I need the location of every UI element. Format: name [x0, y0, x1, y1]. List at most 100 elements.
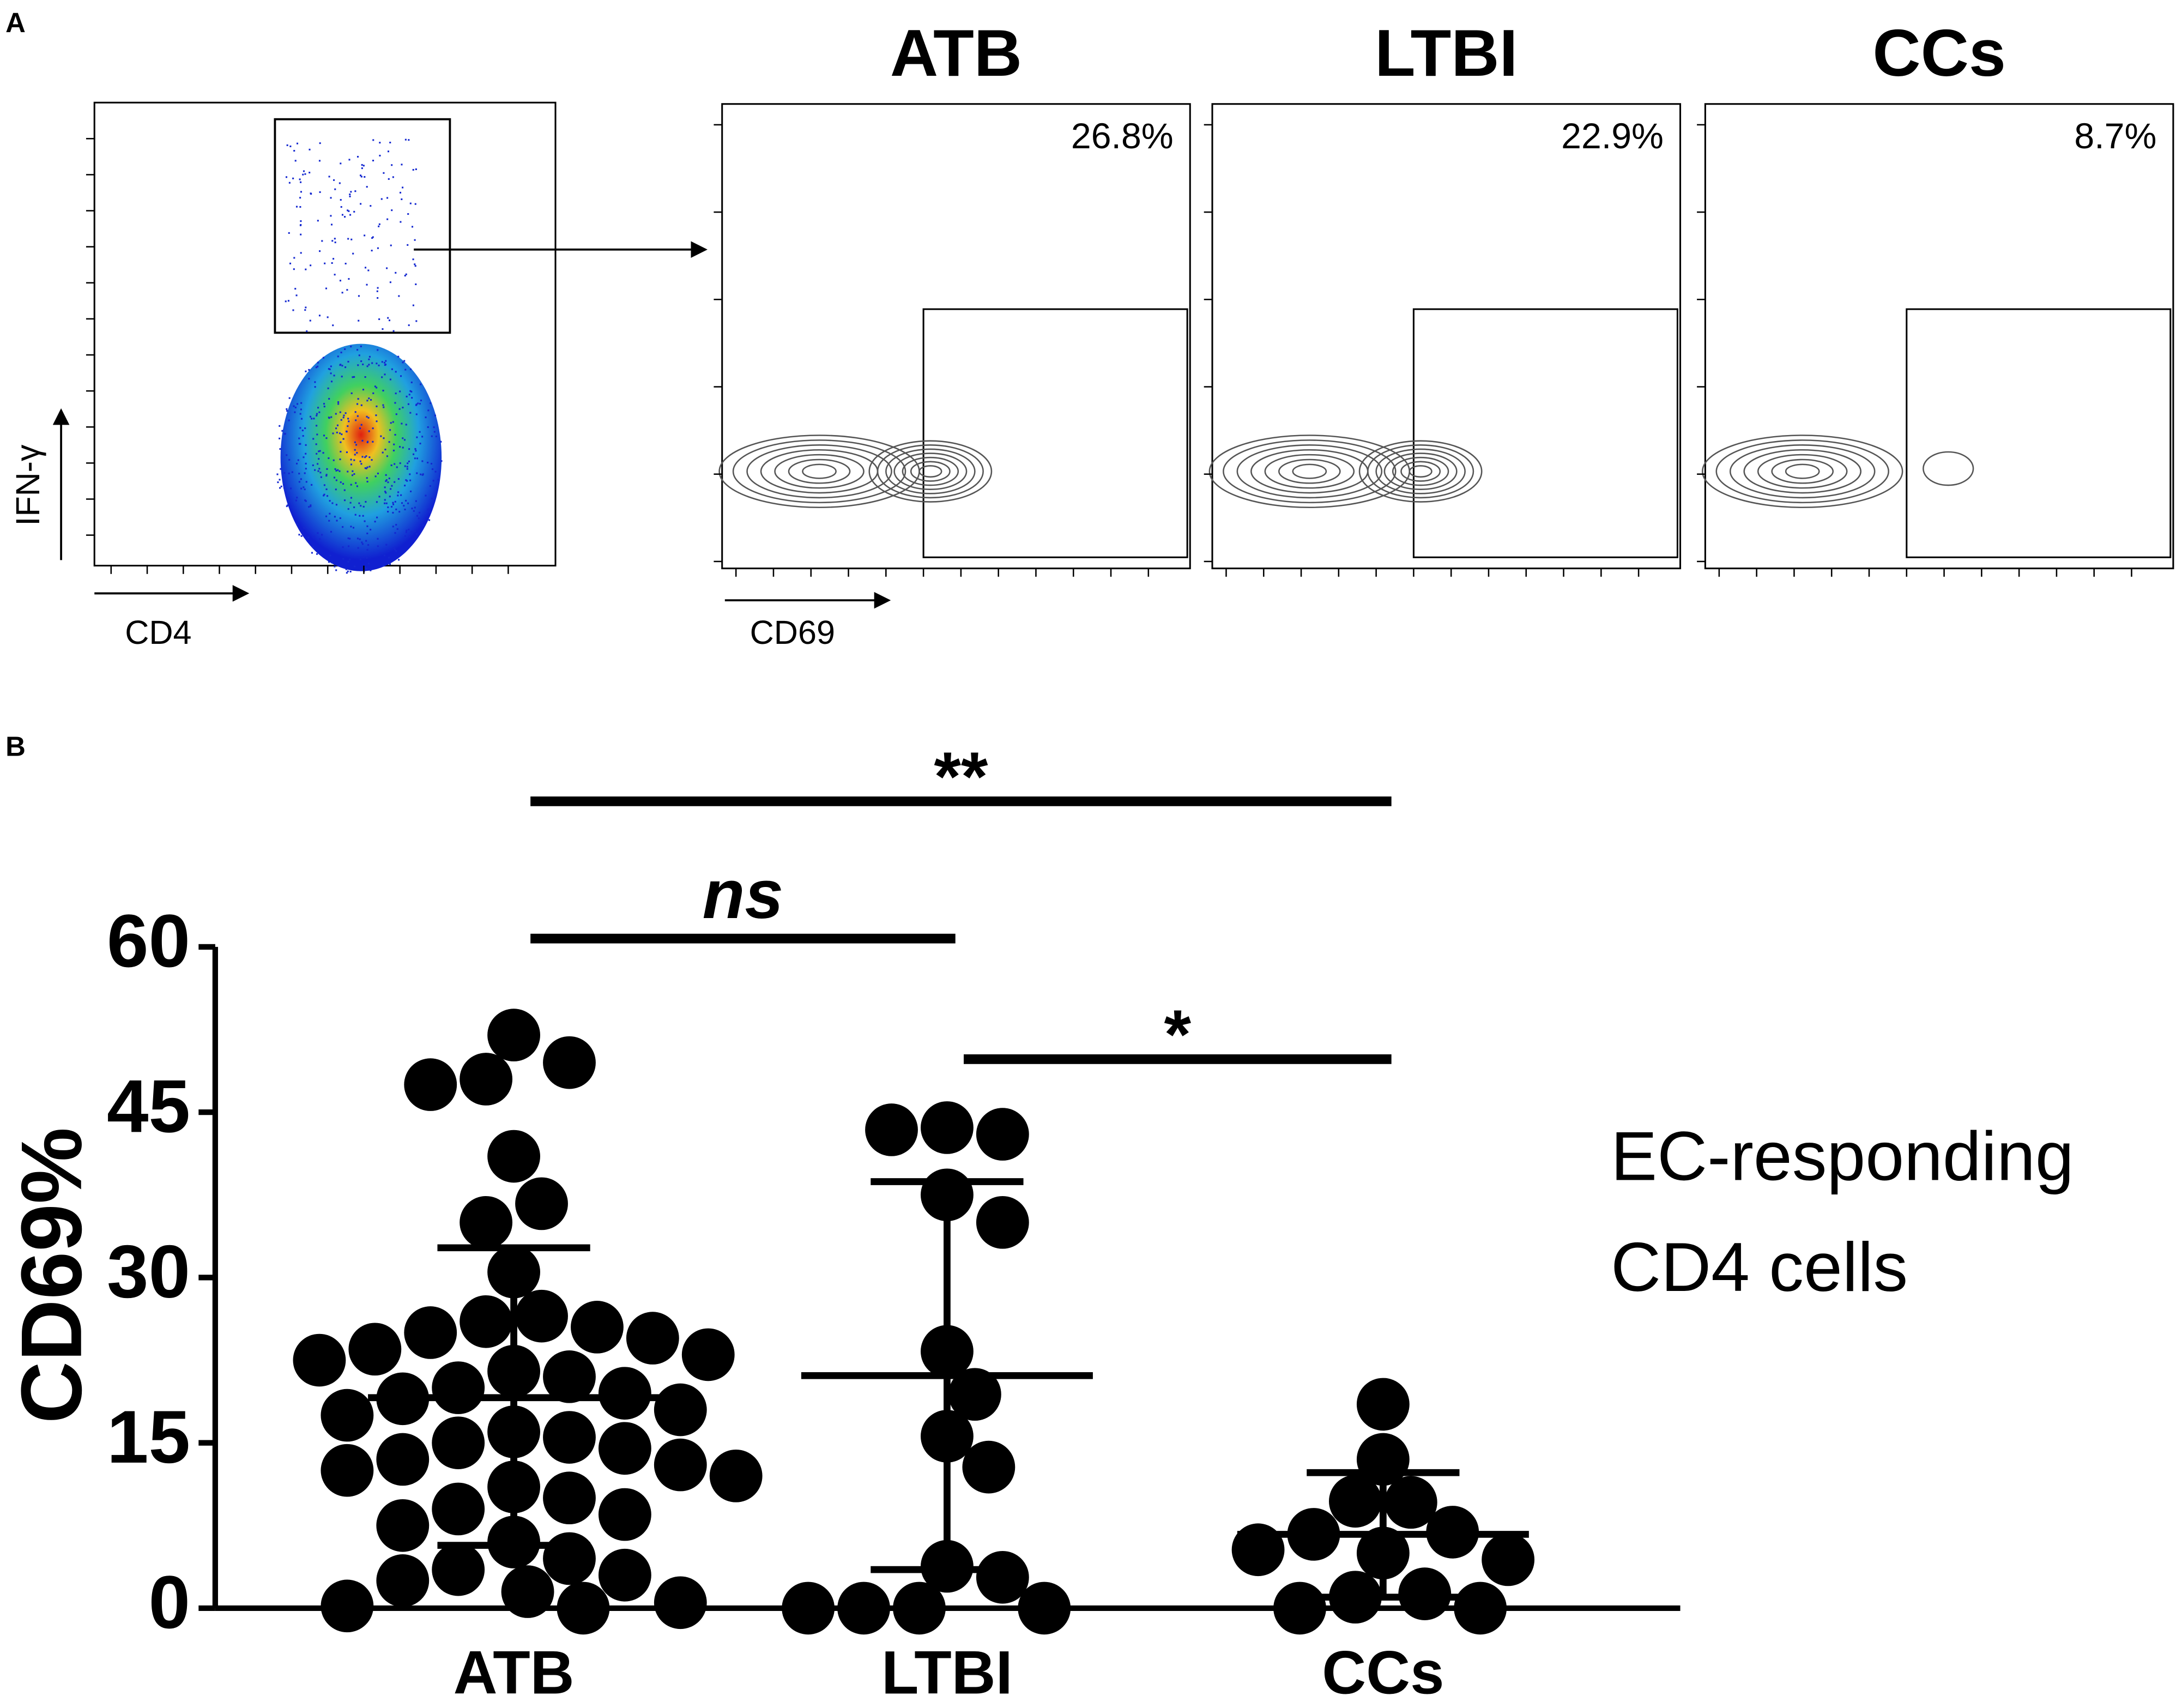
event-dot	[428, 519, 431, 521]
event-dot	[384, 364, 386, 366]
event-dot	[383, 361, 386, 364]
event-dot	[341, 292, 343, 294]
event-dot	[392, 176, 394, 178]
event-dot	[427, 409, 430, 412]
event-dot	[305, 306, 307, 309]
event-dot	[329, 554, 331, 557]
event-dot	[384, 486, 386, 488]
y-tick-label: 60	[107, 900, 190, 983]
event-dot	[317, 407, 319, 409]
event-dot	[394, 433, 396, 436]
event-dot	[309, 172, 311, 174]
event-dot	[332, 432, 334, 434]
event-dot	[326, 495, 329, 497]
event-dot	[300, 478, 302, 480]
event-dot	[340, 352, 342, 354]
event-dot	[337, 469, 339, 471]
event-dot	[382, 328, 384, 330]
contour	[1702, 434, 1903, 509]
event-dot	[392, 503, 395, 505]
event-dot	[372, 236, 374, 238]
event-dot	[331, 502, 334, 504]
contour	[760, 449, 879, 494]
contour	[868, 440, 993, 503]
event-dot	[313, 535, 316, 538]
event-dot	[419, 431, 421, 433]
event-dot	[304, 309, 306, 311]
event-dot	[378, 223, 380, 225]
event-dot	[299, 197, 301, 199]
event-dot	[287, 497, 289, 499]
event-dot	[349, 558, 351, 560]
event-dot	[362, 363, 364, 365]
event-dot	[359, 427, 361, 430]
contour	[1208, 434, 1411, 509]
data-point	[460, 1295, 513, 1348]
event-dot	[283, 487, 285, 489]
event-dot	[319, 450, 321, 452]
event-dot	[317, 463, 319, 465]
event-dot	[421, 436, 424, 438]
event-dot	[346, 451, 348, 454]
event-dot	[364, 520, 366, 522]
event-dot	[300, 181, 302, 183]
data-point	[432, 1543, 485, 1596]
data-point	[432, 1416, 485, 1469]
event-dot	[406, 529, 408, 532]
plot-frame	[1211, 103, 1682, 570]
event-dot	[288, 232, 290, 234]
data-point	[976, 1196, 1029, 1249]
event-dot	[390, 488, 392, 490]
event-dot	[328, 176, 330, 178]
event-dot	[339, 280, 341, 282]
event-dot	[376, 290, 378, 292]
contour	[1292, 463, 1327, 479]
event-dot	[408, 394, 410, 396]
x-label: CD4	[125, 614, 191, 651]
data-point	[976, 1108, 1029, 1161]
event-dot	[402, 437, 404, 439]
event-dot	[299, 427, 301, 429]
event-dot	[381, 376, 383, 378]
event-dot	[286, 410, 288, 412]
event-dot	[365, 568, 367, 570]
event-dot	[383, 172, 385, 174]
event-dot	[310, 504, 312, 506]
data-point	[598, 1488, 651, 1541]
event-dot	[414, 203, 416, 205]
event-dot	[356, 538, 359, 540]
event-dot	[368, 355, 371, 358]
event-dot	[305, 444, 307, 446]
event-dot	[395, 508, 397, 510]
event-dot	[316, 452, 318, 455]
event-dot	[401, 164, 403, 166]
event-dot	[425, 494, 427, 497]
event-dot	[286, 408, 288, 410]
event-dot	[358, 354, 360, 357]
panel-label: B	[5, 731, 26, 762]
event-dot	[434, 470, 437, 473]
event-dot	[394, 548, 396, 551]
event-dot	[323, 406, 325, 408]
event-dot	[334, 242, 336, 244]
event-dot	[399, 462, 401, 464]
event-dot	[303, 170, 305, 172]
event-dot	[365, 540, 367, 542]
event-dot	[393, 547, 395, 550]
data-point	[321, 1579, 374, 1633]
event-dot	[294, 160, 297, 162]
event-dot	[349, 194, 351, 196]
event-dot	[376, 501, 378, 503]
event-dot	[435, 436, 437, 438]
event-dot	[388, 319, 391, 322]
event-dot	[288, 458, 291, 461]
event-dot	[339, 411, 341, 413]
event-dot	[350, 526, 352, 528]
event-dot	[370, 399, 372, 401]
event-dot	[348, 420, 350, 423]
event-dot	[360, 424, 362, 426]
event-dot	[402, 361, 404, 364]
contour	[746, 444, 892, 499]
event-dot	[325, 287, 328, 289]
event-dot	[305, 468, 307, 470]
